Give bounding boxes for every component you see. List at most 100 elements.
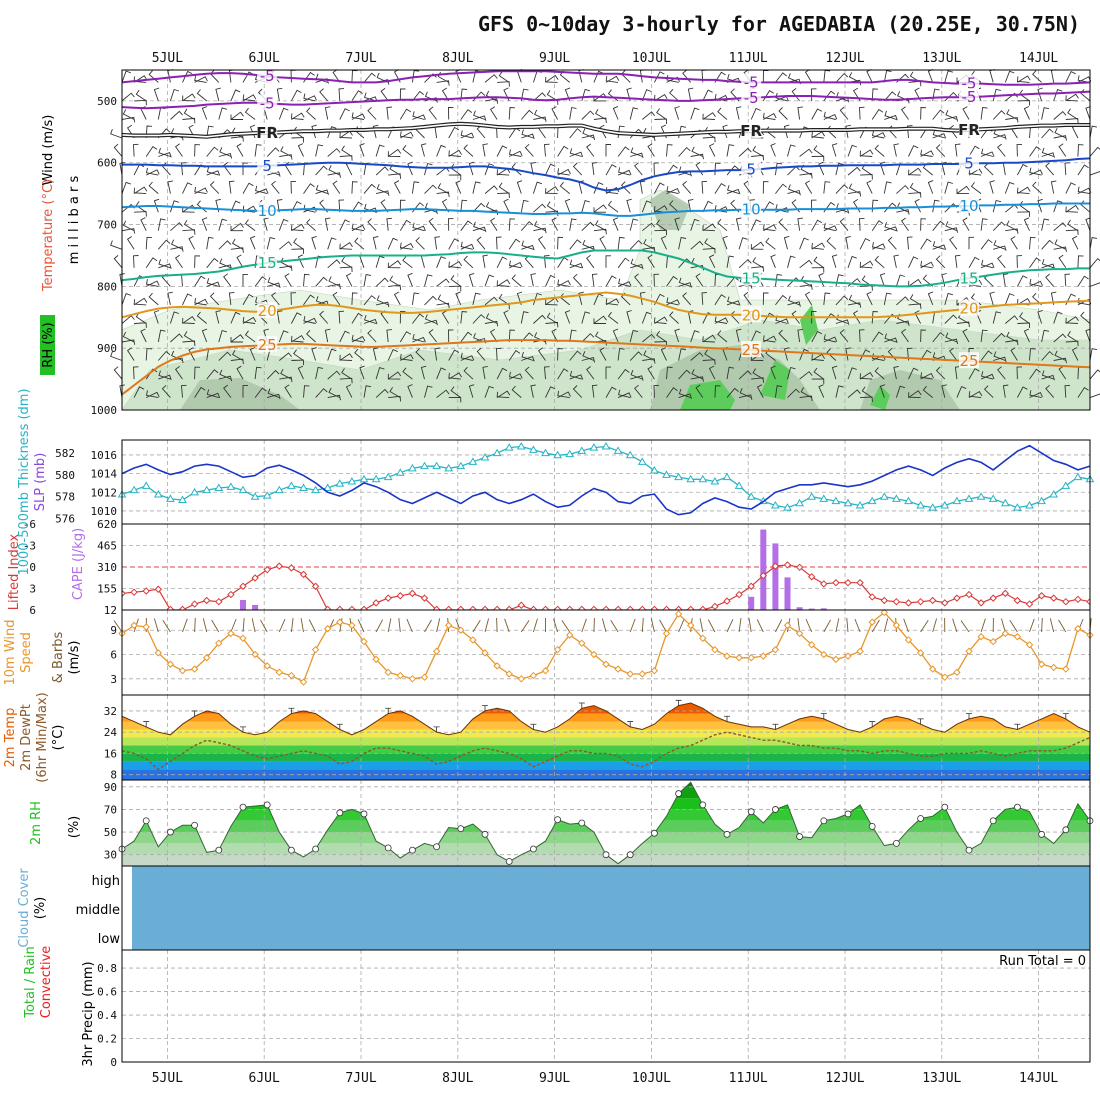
wind-barb — [581, 110, 595, 120]
wind-barb — [599, 347, 607, 361]
wind-barb — [968, 168, 983, 176]
wind-barb — [586, 366, 595, 380]
wind-barb — [920, 260, 933, 269]
wind-barb — [845, 347, 851, 361]
wind-speed-marker — [553, 645, 562, 654]
wind-barb — [883, 202, 897, 213]
wind-barb — [484, 320, 499, 327]
wind-barb — [291, 312, 302, 324]
wind-barb — [642, 222, 656, 232]
wind-barb — [1041, 152, 1055, 158]
wind-barb — [811, 242, 824, 250]
isotherm-label: 25 — [258, 336, 277, 354]
wind-barb — [639, 180, 646, 194]
wind-barb — [267, 171, 281, 177]
wind-barb — [993, 356, 1007, 363]
millibars-label: m i l l i b a r s — [67, 176, 82, 265]
wind-barb — [1089, 125, 1098, 139]
wind-speed-marker — [154, 649, 163, 657]
thickness-marker — [226, 482, 236, 490]
wind-barb — [791, 310, 800, 324]
temp-minmax-bar — [288, 707, 295, 714]
surface-barb — [960, 620, 970, 633]
wind-barb — [460, 352, 474, 361]
temp-minmax-bar — [724, 715, 730, 722]
wind-barb — [617, 169, 632, 176]
wind-barb — [364, 92, 377, 102]
pressure-tick-label: 600 — [97, 157, 117, 170]
wind-barb — [215, 198, 221, 213]
temp-tick-label: 32 — [104, 705, 117, 718]
wind-barb — [783, 124, 790, 139]
lifted-index-tick-label: 6 — [29, 604, 36, 617]
wind-barb — [345, 384, 353, 398]
wind-barb — [546, 312, 558, 324]
wind-barb — [206, 166, 219, 176]
wind-speed-marker — [239, 634, 247, 643]
wind-barb — [170, 246, 184, 252]
wind-barb — [702, 359, 716, 365]
wind-barb — [787, 301, 801, 307]
wind-barb — [593, 207, 606, 213]
wind-barb — [496, 280, 510, 287]
wind-barb — [276, 199, 283, 213]
wind-barb — [1053, 135, 1067, 141]
rh-marker — [626, 851, 634, 859]
isotherm-label-bg — [257, 94, 278, 111]
wind-barb — [848, 183, 861, 195]
surface-barb — [593, 617, 595, 633]
wind-barb — [463, 366, 474, 380]
wind-barb — [653, 384, 660, 398]
cape-tick-label: 620 — [97, 518, 117, 531]
temp-minmax-bar — [433, 726, 440, 733]
wind-barb — [196, 89, 207, 102]
wind-barb — [690, 153, 704, 160]
wind-barb — [171, 239, 183, 250]
wind-barb — [799, 284, 813, 290]
temp2m-axis-label: 2m Temp — [3, 708, 18, 768]
wind-barb — [582, 128, 595, 139]
temp-minmax-bar — [336, 723, 343, 730]
thickness-marker — [686, 474, 696, 483]
isotherm-label: 20 — [742, 306, 761, 324]
wind-barb — [871, 220, 884, 231]
wind-barb — [206, 281, 221, 287]
wind-barb — [194, 75, 207, 83]
pressure-tick-label: 500 — [97, 95, 117, 108]
wind-barb — [521, 240, 534, 250]
thickness-marker — [371, 474, 381, 483]
wind-speed-marker — [711, 645, 719, 654]
wind-barb — [572, 162, 583, 176]
wind-barb — [339, 330, 350, 343]
wind-barb — [533, 203, 546, 213]
wind-barb — [387, 371, 402, 380]
wind-tick-label: 9 — [110, 624, 117, 637]
wind-barb — [338, 310, 345, 324]
wind-barb — [412, 336, 426, 343]
wind-barb — [133, 163, 145, 176]
wind-speed-marker — [408, 675, 417, 683]
wind-barb — [367, 106, 377, 120]
wind-barb — [722, 235, 728, 250]
wind-barb — [145, 279, 159, 287]
wind-barb — [327, 394, 341, 401]
wind-barb — [617, 348, 625, 361]
wind-barb — [896, 320, 910, 326]
wind-barb — [1054, 128, 1066, 139]
wind-barb — [508, 371, 522, 380]
surface-barb — [1009, 620, 1018, 633]
lifted-index-series — [122, 561, 1090, 610]
wind-barb — [695, 273, 704, 287]
wind-barb — [297, 365, 304, 380]
wind-barb — [387, 373, 401, 380]
lifted-index-marker — [602, 605, 610, 610]
temp-units-label: (°C) — [51, 725, 66, 751]
surface-barb — [738, 618, 742, 633]
wind-barb — [412, 114, 426, 120]
pressure-tick-label: 800 — [97, 280, 117, 293]
wind-speed-marker — [541, 667, 550, 675]
lifted-index-tick-label: -6 — [23, 518, 36, 531]
